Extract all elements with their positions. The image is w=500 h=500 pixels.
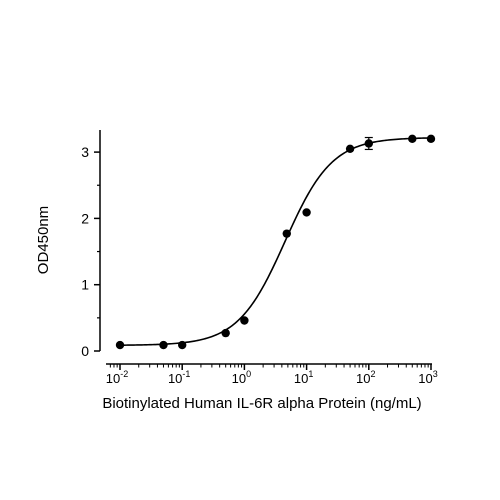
data-point bbox=[408, 134, 417, 144]
x-tick-label: 100 bbox=[232, 369, 251, 386]
x-tick-base: 10 bbox=[294, 371, 308, 386]
data-point bbox=[159, 340, 168, 350]
fit-curve bbox=[119, 137, 432, 346]
data-points bbox=[115, 134, 436, 350]
data-point bbox=[426, 134, 436, 144]
x-tick-base: 10 bbox=[418, 371, 432, 386]
y-tick-label: 0 bbox=[81, 343, 89, 359]
x-tick-label: 101 bbox=[294, 369, 313, 386]
x-tick-base: 10 bbox=[106, 371, 120, 386]
y-axis-label: OD450nm bbox=[35, 206, 52, 274]
data-point bbox=[282, 229, 291, 238]
data-point bbox=[115, 340, 125, 350]
y-tick-label: 2 bbox=[81, 210, 89, 226]
data-point bbox=[178, 340, 187, 350]
y-ticks: 0 1 2 3 bbox=[81, 144, 100, 359]
x-ticks: 10-2 10-1 100 101 102 103 bbox=[106, 364, 438, 386]
x-tick-base: 10 bbox=[232, 371, 246, 386]
x-tick-label: 102 bbox=[356, 369, 375, 386]
x-tick-label: 10-2 bbox=[106, 369, 128, 386]
x-tick-label: 103 bbox=[418, 369, 437, 386]
x-tick-base: 10 bbox=[356, 371, 370, 386]
x-axis-label: Biotinylated Human IL-6R alpha Protein (… bbox=[102, 395, 421, 412]
data-point bbox=[364, 139, 373, 148]
data-point bbox=[240, 316, 249, 325]
data-point bbox=[302, 208, 311, 217]
x-tick-exponent: -1 bbox=[182, 369, 190, 379]
x-tick-exponent: 3 bbox=[433, 369, 438, 379]
x-tick-exponent: -2 bbox=[120, 369, 128, 379]
y-tick-label: 3 bbox=[81, 144, 89, 160]
x-tick-exponent: 2 bbox=[371, 369, 376, 379]
data-point bbox=[345, 144, 355, 153]
y-tick-label: 1 bbox=[81, 277, 89, 293]
x-tick-base: 10 bbox=[168, 371, 182, 386]
x-tick-exponent: 1 bbox=[308, 369, 313, 379]
x-tick-label: 10-1 bbox=[168, 369, 190, 386]
x-tick-exponent: 0 bbox=[246, 369, 251, 379]
data-point bbox=[221, 328, 230, 338]
